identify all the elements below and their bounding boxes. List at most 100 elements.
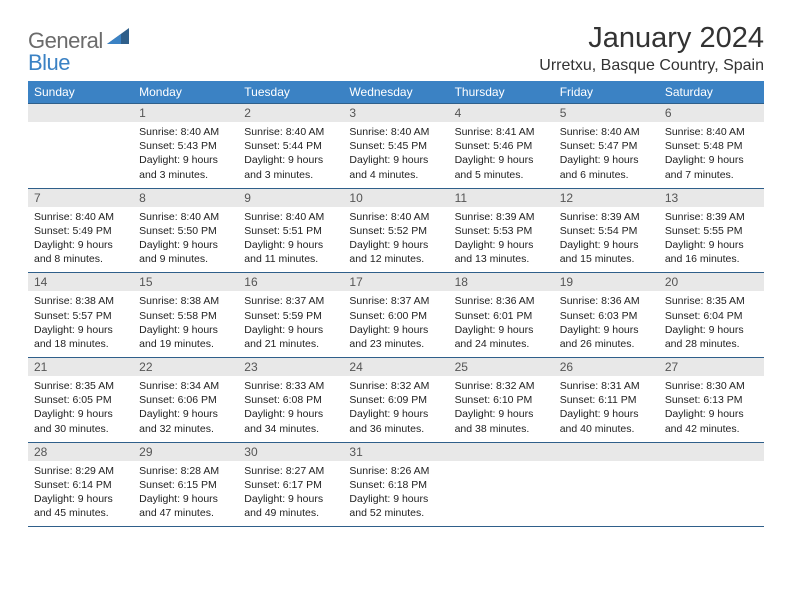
sunset-text: Sunset: 5:44 PM (244, 139, 337, 153)
daylight-text: Daylight: 9 hours and 36 minutes. (349, 407, 442, 435)
sunset-text: Sunset: 6:13 PM (665, 393, 758, 407)
sunrise-text: Sunrise: 8:39 AM (665, 210, 758, 224)
sunrise-text: Sunrise: 8:27 AM (244, 464, 337, 478)
month-title: January 2024 (539, 22, 764, 55)
sunset-text: Sunset: 5:53 PM (455, 224, 548, 238)
daylight-text: Daylight: 9 hours and 30 minutes. (34, 407, 127, 435)
sunrise-text: Sunrise: 8:38 AM (34, 294, 127, 308)
day-header-tuesday: Tuesday (238, 81, 343, 104)
day-header-saturday: Saturday (659, 81, 764, 104)
detail-cell: Sunrise: 8:40 AMSunset: 5:45 PMDaylight:… (343, 122, 448, 188)
week-1-detail-row: Sunrise: 8:40 AMSunset: 5:49 PMDaylight:… (28, 207, 764, 273)
daynum-cell: 30 (238, 442, 343, 461)
daynum-cell: 29 (133, 442, 238, 461)
sunrise-text: Sunrise: 8:34 AM (139, 379, 232, 393)
detail-cell: Sunrise: 8:34 AMSunset: 6:06 PMDaylight:… (133, 376, 238, 442)
sunrise-text: Sunrise: 8:40 AM (34, 210, 127, 224)
daynum-cell: 31 (343, 442, 448, 461)
sunset-text: Sunset: 5:55 PM (665, 224, 758, 238)
daylight-text: Daylight: 9 hours and 13 minutes. (455, 238, 548, 266)
detail-cell: Sunrise: 8:40 AMSunset: 5:47 PMDaylight:… (554, 122, 659, 188)
sunrise-text: Sunrise: 8:35 AM (665, 294, 758, 308)
daynum-cell: 25 (449, 358, 554, 377)
daynum-cell: 5 (554, 104, 659, 123)
sunrise-text: Sunrise: 8:40 AM (139, 125, 232, 139)
daynum-cell: 1 (133, 104, 238, 123)
sunset-text: Sunset: 5:48 PM (665, 139, 758, 153)
sunset-text: Sunset: 5:50 PM (139, 224, 232, 238)
week-2-detail-row: Sunrise: 8:38 AMSunset: 5:57 PMDaylight:… (28, 291, 764, 357)
daynum-cell: 9 (238, 188, 343, 207)
detail-cell (28, 122, 133, 188)
sunset-text: Sunset: 6:18 PM (349, 478, 442, 492)
detail-cell: Sunrise: 8:37 AMSunset: 6:00 PMDaylight:… (343, 291, 448, 357)
daylight-text: Daylight: 9 hours and 47 minutes. (139, 492, 232, 520)
sunrise-text: Sunrise: 8:26 AM (349, 464, 442, 478)
daynum-cell: 10 (343, 188, 448, 207)
daynum-cell: 8 (133, 188, 238, 207)
daynum-cell: 23 (238, 358, 343, 377)
daynum-cell (449, 442, 554, 461)
day-header-wednesday: Wednesday (343, 81, 448, 104)
sunset-text: Sunset: 5:52 PM (349, 224, 442, 238)
sunset-text: Sunset: 5:46 PM (455, 139, 548, 153)
sunrise-text: Sunrise: 8:39 AM (455, 210, 548, 224)
detail-cell: Sunrise: 8:37 AMSunset: 5:59 PMDaylight:… (238, 291, 343, 357)
daynum-cell (659, 442, 764, 461)
logo-text-part2: Blue (28, 50, 70, 75)
daylight-text: Daylight: 9 hours and 9 minutes. (139, 238, 232, 266)
daynum-cell: 12 (554, 188, 659, 207)
day-header-row: SundayMondayTuesdayWednesdayThursdayFrid… (28, 81, 764, 104)
daylight-text: Daylight: 9 hours and 52 minutes. (349, 492, 442, 520)
location: Urretxu, Basque Country, Spain (539, 57, 764, 75)
daynum-cell: 18 (449, 273, 554, 292)
daylight-text: Daylight: 9 hours and 24 minutes. (455, 323, 548, 351)
sunset-text: Sunset: 6:08 PM (244, 393, 337, 407)
calendar-table: SundayMondayTuesdayWednesdayThursdayFrid… (28, 81, 764, 527)
sunset-text: Sunset: 6:15 PM (139, 478, 232, 492)
sunrise-text: Sunrise: 8:39 AM (560, 210, 653, 224)
sunrise-text: Sunrise: 8:40 AM (244, 125, 337, 139)
daylight-text: Daylight: 9 hours and 16 minutes. (665, 238, 758, 266)
sunrise-text: Sunrise: 8:29 AM (34, 464, 127, 478)
sunrise-text: Sunrise: 8:37 AM (349, 294, 442, 308)
detail-cell: Sunrise: 8:38 AMSunset: 5:58 PMDaylight:… (133, 291, 238, 357)
sunset-text: Sunset: 5:58 PM (139, 309, 232, 323)
daynum-cell: 17 (343, 273, 448, 292)
sunset-text: Sunset: 6:14 PM (34, 478, 127, 492)
detail-cell: Sunrise: 8:35 AMSunset: 6:05 PMDaylight:… (28, 376, 133, 442)
sunrise-text: Sunrise: 8:41 AM (455, 125, 548, 139)
daynum-cell: 20 (659, 273, 764, 292)
sunset-text: Sunset: 6:04 PM (665, 309, 758, 323)
sunrise-text: Sunrise: 8:33 AM (244, 379, 337, 393)
daynum-cell: 15 (133, 273, 238, 292)
sunrise-text: Sunrise: 8:28 AM (139, 464, 232, 478)
week-0-detail-row: Sunrise: 8:40 AMSunset: 5:43 PMDaylight:… (28, 122, 764, 188)
detail-cell: Sunrise: 8:40 AMSunset: 5:52 PMDaylight:… (343, 207, 448, 273)
sunrise-text: Sunrise: 8:30 AM (665, 379, 758, 393)
daylight-text: Daylight: 9 hours and 6 minutes. (560, 153, 653, 181)
daylight-text: Daylight: 9 hours and 26 minutes. (560, 323, 653, 351)
daynum-cell: 14 (28, 273, 133, 292)
sunset-text: Sunset: 6:05 PM (34, 393, 127, 407)
day-header-monday: Monday (133, 81, 238, 104)
detail-cell: Sunrise: 8:39 AMSunset: 5:55 PMDaylight:… (659, 207, 764, 273)
detail-cell (449, 461, 554, 527)
detail-cell: Sunrise: 8:36 AMSunset: 6:03 PMDaylight:… (554, 291, 659, 357)
sunrise-text: Sunrise: 8:40 AM (560, 125, 653, 139)
daynum-cell: 26 (554, 358, 659, 377)
sunrise-text: Sunrise: 8:40 AM (244, 210, 337, 224)
logo-part2-wrap: Blue (28, 50, 70, 76)
daynum-cell: 2 (238, 104, 343, 123)
sunset-text: Sunset: 6:06 PM (139, 393, 232, 407)
daylight-text: Daylight: 9 hours and 5 minutes. (455, 153, 548, 181)
sunrise-text: Sunrise: 8:38 AM (139, 294, 232, 308)
daylight-text: Daylight: 9 hours and 19 minutes. (139, 323, 232, 351)
daynum-cell: 7 (28, 188, 133, 207)
daylight-text: Daylight: 9 hours and 3 minutes. (244, 153, 337, 181)
detail-cell: Sunrise: 8:40 AMSunset: 5:49 PMDaylight:… (28, 207, 133, 273)
calendar-body: 123456Sunrise: 8:40 AMSunset: 5:43 PMDay… (28, 104, 764, 527)
sunset-text: Sunset: 5:43 PM (139, 139, 232, 153)
sunset-text: Sunset: 6:00 PM (349, 309, 442, 323)
detail-cell (554, 461, 659, 527)
